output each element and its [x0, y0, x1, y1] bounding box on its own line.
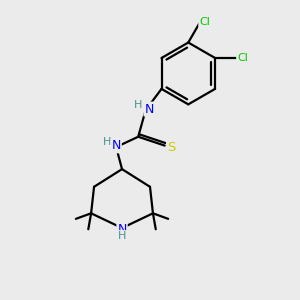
Text: N: N [112, 140, 121, 152]
Text: S: S [167, 141, 176, 154]
Text: Cl: Cl [199, 17, 210, 27]
Text: H: H [118, 231, 126, 241]
Text: Cl: Cl [237, 53, 248, 63]
Text: H: H [134, 100, 142, 110]
Text: H: H [103, 137, 111, 147]
Text: N: N [144, 103, 154, 116]
Text: N: N [117, 223, 127, 236]
